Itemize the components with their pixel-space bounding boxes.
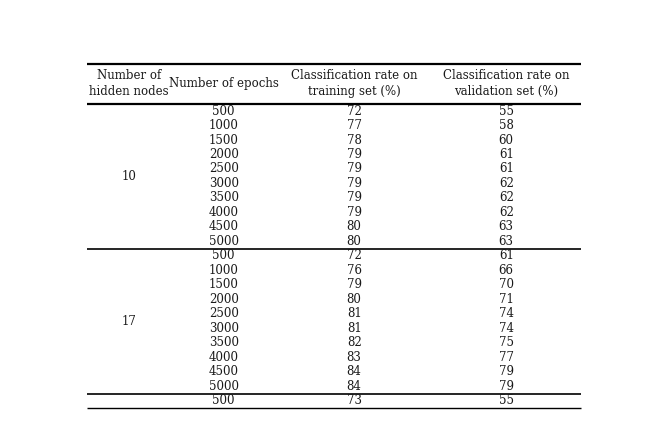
Text: 4500: 4500 bbox=[209, 365, 239, 378]
Text: 79: 79 bbox=[347, 163, 362, 176]
Text: 79: 79 bbox=[499, 365, 514, 378]
Text: 63: 63 bbox=[499, 220, 514, 233]
Text: 4500: 4500 bbox=[209, 220, 239, 233]
Text: 80: 80 bbox=[347, 293, 362, 306]
Text: 79: 79 bbox=[499, 380, 514, 393]
Text: 79: 79 bbox=[347, 278, 362, 291]
Text: 79: 79 bbox=[347, 177, 362, 190]
Text: 2500: 2500 bbox=[209, 163, 239, 176]
Text: 500: 500 bbox=[213, 250, 235, 263]
Text: 62: 62 bbox=[499, 206, 513, 219]
Text: 83: 83 bbox=[347, 351, 362, 364]
Text: 61: 61 bbox=[499, 148, 513, 161]
Text: 5000: 5000 bbox=[209, 380, 239, 393]
Text: 72: 72 bbox=[347, 250, 362, 263]
Text: 84: 84 bbox=[347, 365, 362, 378]
Text: 80: 80 bbox=[347, 235, 362, 248]
Text: 76: 76 bbox=[347, 264, 362, 277]
Text: Classification rate on
training set (%): Classification rate on training set (%) bbox=[291, 69, 417, 99]
Text: 61: 61 bbox=[499, 250, 513, 263]
Text: 79: 79 bbox=[347, 206, 362, 219]
Text: 3000: 3000 bbox=[209, 322, 239, 335]
Text: 61: 61 bbox=[499, 163, 513, 176]
Text: 58: 58 bbox=[499, 119, 513, 132]
Text: 84: 84 bbox=[347, 380, 362, 393]
Text: 79: 79 bbox=[347, 148, 362, 161]
Text: 2000: 2000 bbox=[209, 293, 239, 306]
Text: 74: 74 bbox=[499, 307, 514, 320]
Text: 3000: 3000 bbox=[209, 177, 239, 190]
Text: 66: 66 bbox=[499, 264, 514, 277]
Text: 55: 55 bbox=[499, 394, 514, 407]
Text: 5000: 5000 bbox=[209, 235, 239, 248]
Text: 70: 70 bbox=[499, 278, 514, 291]
Text: 3500: 3500 bbox=[209, 336, 239, 349]
Text: 73: 73 bbox=[347, 394, 362, 407]
Text: 77: 77 bbox=[347, 119, 362, 132]
Text: 1000: 1000 bbox=[209, 119, 239, 132]
Text: Classification rate on
validation set (%): Classification rate on validation set (%… bbox=[443, 69, 570, 99]
Text: 81: 81 bbox=[347, 307, 362, 320]
Text: 79: 79 bbox=[347, 191, 362, 204]
Text: 2000: 2000 bbox=[209, 148, 239, 161]
Text: 81: 81 bbox=[347, 322, 362, 335]
Text: 4000: 4000 bbox=[209, 351, 239, 364]
Text: 78: 78 bbox=[347, 134, 362, 146]
Text: Number of epochs: Number of epochs bbox=[169, 78, 279, 90]
Text: 17: 17 bbox=[121, 314, 136, 327]
Text: 500: 500 bbox=[213, 104, 235, 117]
Text: 1500: 1500 bbox=[209, 278, 239, 291]
Text: 72: 72 bbox=[347, 104, 362, 117]
Text: 71: 71 bbox=[499, 293, 513, 306]
Text: 55: 55 bbox=[499, 104, 514, 117]
Text: 1000: 1000 bbox=[209, 264, 239, 277]
Text: 77: 77 bbox=[499, 351, 514, 364]
Text: 60: 60 bbox=[499, 134, 514, 146]
Text: 82: 82 bbox=[347, 336, 362, 349]
Text: 10: 10 bbox=[121, 170, 136, 183]
Text: 3500: 3500 bbox=[209, 191, 239, 204]
Text: 75: 75 bbox=[499, 336, 514, 349]
Text: Number of
hidden nodes: Number of hidden nodes bbox=[89, 69, 169, 99]
Text: 62: 62 bbox=[499, 191, 513, 204]
Text: 62: 62 bbox=[499, 177, 513, 190]
Text: 2500: 2500 bbox=[209, 307, 239, 320]
Text: 74: 74 bbox=[499, 322, 514, 335]
Text: 1500: 1500 bbox=[209, 134, 239, 146]
Text: 80: 80 bbox=[347, 220, 362, 233]
Text: 63: 63 bbox=[499, 235, 514, 248]
Text: 500: 500 bbox=[213, 394, 235, 407]
Text: 4000: 4000 bbox=[209, 206, 239, 219]
